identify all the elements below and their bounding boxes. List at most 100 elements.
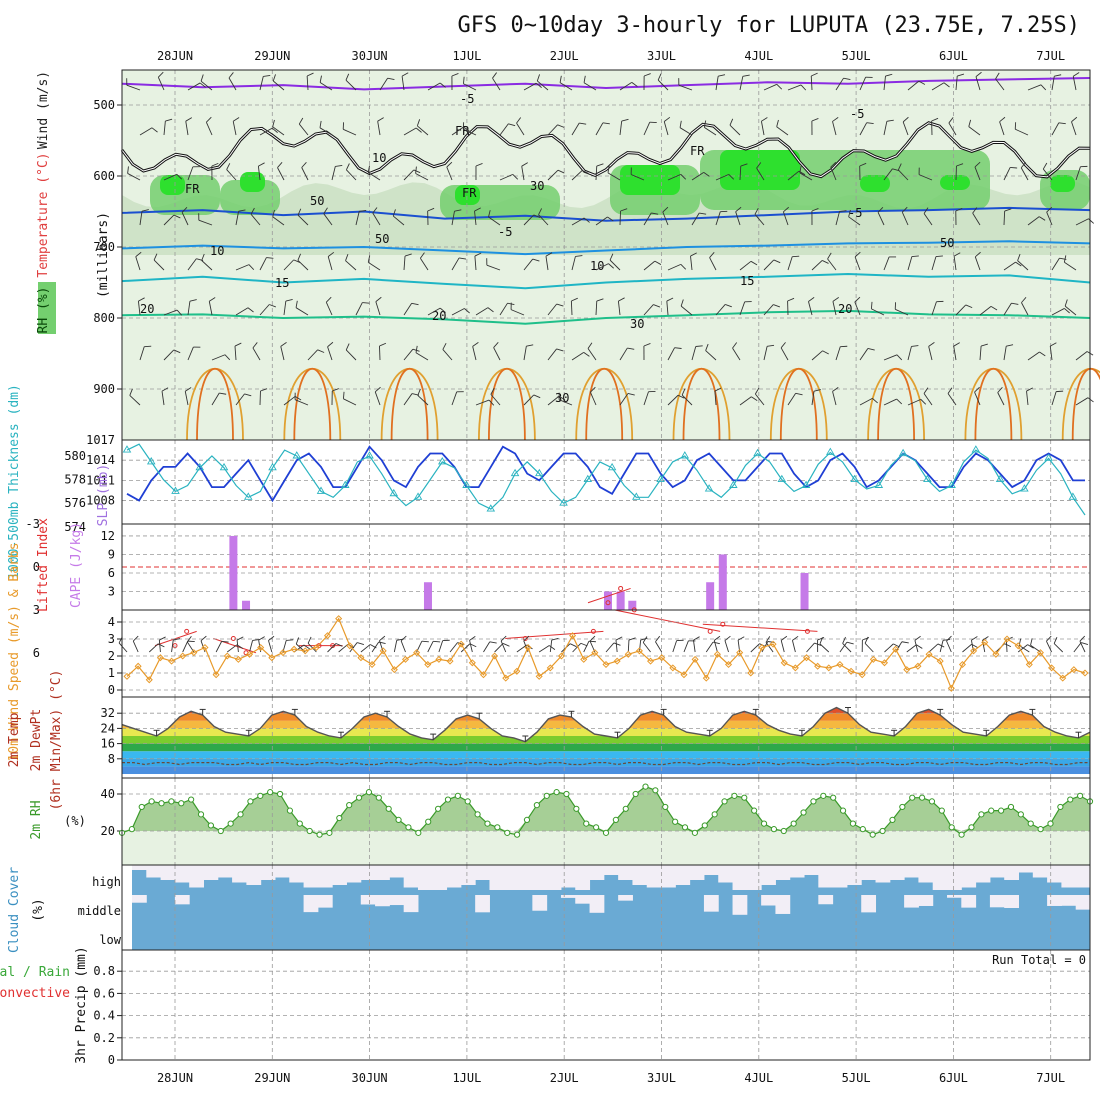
cloud-high-gap [132, 865, 147, 870]
contour-label: 50 [310, 194, 324, 208]
tick-label: 1 [108, 666, 115, 680]
wind-barb [163, 214, 175, 226]
wind-barb [460, 643, 471, 653]
wind-barb [368, 261, 381, 271]
run-total-label: Run Total = 0 [992, 953, 1086, 967]
wind-barb [1020, 167, 1029, 181]
tick-label: 500 [93, 98, 115, 112]
cloud-high-gap [718, 865, 734, 883]
wind-barb [839, 641, 848, 653]
temperature-contour [779, 367, 818, 441]
wind-barb [298, 117, 304, 125]
wind-barb [226, 169, 237, 181]
wind-barb [609, 253, 614, 261]
wind-barb [655, 635, 661, 643]
wind-barb [153, 253, 158, 261]
wind-barb [323, 207, 328, 214]
wind-barb [345, 260, 357, 271]
wind-barb [643, 212, 652, 226]
wind-barb [883, 354, 898, 361]
wind-axis-label: Wind (m/s) [36, 71, 51, 149]
wind-speed-point [847, 667, 855, 675]
wind-speed-point [446, 657, 454, 665]
wind-speed-point [925, 650, 933, 658]
rh2m-point [672, 818, 679, 825]
wind-speed-point [880, 659, 889, 667]
wind-barb [523, 635, 530, 642]
wind-barb [416, 119, 421, 127]
rh2m-point [543, 792, 550, 799]
wind-speed-point [335, 615, 343, 623]
wind-barb [538, 208, 543, 215]
rh2m-point [1077, 792, 1084, 799]
wind-barb [355, 302, 363, 316]
wind-barb [464, 308, 470, 314]
wind-barb [995, 78, 1005, 91]
wind-barb [523, 346, 527, 361]
rh2m-point [839, 807, 847, 814]
wind-barb [974, 391, 981, 406]
wind-speed-point [368, 660, 376, 669]
wind-barb [971, 636, 978, 641]
cloud-high-gap [1047, 865, 1062, 883]
rh2m-point [780, 827, 787, 835]
wind-barb [345, 343, 350, 351]
wind-barb [1051, 76, 1055, 91]
tick-label: -3 [26, 517, 40, 531]
wind-barb [163, 309, 178, 316]
wind-speed-point [780, 659, 788, 667]
tick-label: 3 [33, 603, 40, 617]
wind-barb [1088, 218, 1095, 224]
wind-barb [883, 121, 888, 136]
thickness-point [389, 488, 399, 497]
tick-label: 9 [108, 547, 115, 561]
wind-barb [401, 76, 405, 91]
wind-barb [760, 121, 765, 136]
contour-label: -5 [498, 225, 512, 239]
wind-barb [249, 640, 254, 653]
wind-barb [787, 84, 802, 91]
rh2m-point [859, 826, 866, 833]
wind-barb [718, 74, 726, 77]
wind-barb [819, 637, 823, 645]
rh2m-point [879, 827, 886, 835]
rh2m-point [593, 824, 600, 831]
wind-barb [742, 74, 750, 77]
wind-speed-point [580, 655, 588, 663]
wind-barb [1051, 122, 1060, 136]
wind-speed-point [145, 676, 153, 684]
wind-barb [342, 391, 345, 399]
wind-barb [643, 343, 651, 347]
wind-barb [739, 165, 742, 181]
slp-line [126, 445, 1085, 503]
wind-barb [135, 251, 142, 258]
temp-band [122, 766, 1090, 774]
contour-label: -5 [850, 107, 864, 121]
wind-barb [139, 127, 153, 136]
wind-barb [244, 393, 252, 397]
rh2m-point [306, 827, 313, 835]
rh2m-point [652, 787, 659, 794]
wind-barb [1071, 121, 1077, 136]
wind-barb [259, 257, 267, 271]
cloud-high-gap [989, 865, 1005, 878]
cloud-high-gap [761, 865, 776, 885]
wind-barb [583, 82, 597, 91]
wind-speed-point [301, 647, 309, 655]
wind-barb [157, 77, 165, 91]
wind-barb [832, 116, 839, 122]
tick-label: 3 [108, 584, 115, 598]
chart-title: GFS 0~10day 3-hourly for LUPUTA (23.75E,… [457, 13, 1080, 38]
wind-barb [955, 207, 963, 212]
rh2m-point [800, 809, 807, 816]
rh2m-point [484, 820, 491, 827]
wind-speed-point [892, 645, 900, 653]
thickness-point [316, 486, 326, 494]
cloud-cover-panel: high middle low Cloud Cover (%) [7, 864, 1091, 953]
thickness-point [995, 474, 1005, 483]
cloud-high-gap [789, 865, 805, 878]
wind-barb [293, 259, 301, 263]
wind-barb [219, 392, 227, 395]
wind-barb [469, 635, 476, 641]
wind-barb [404, 253, 412, 257]
